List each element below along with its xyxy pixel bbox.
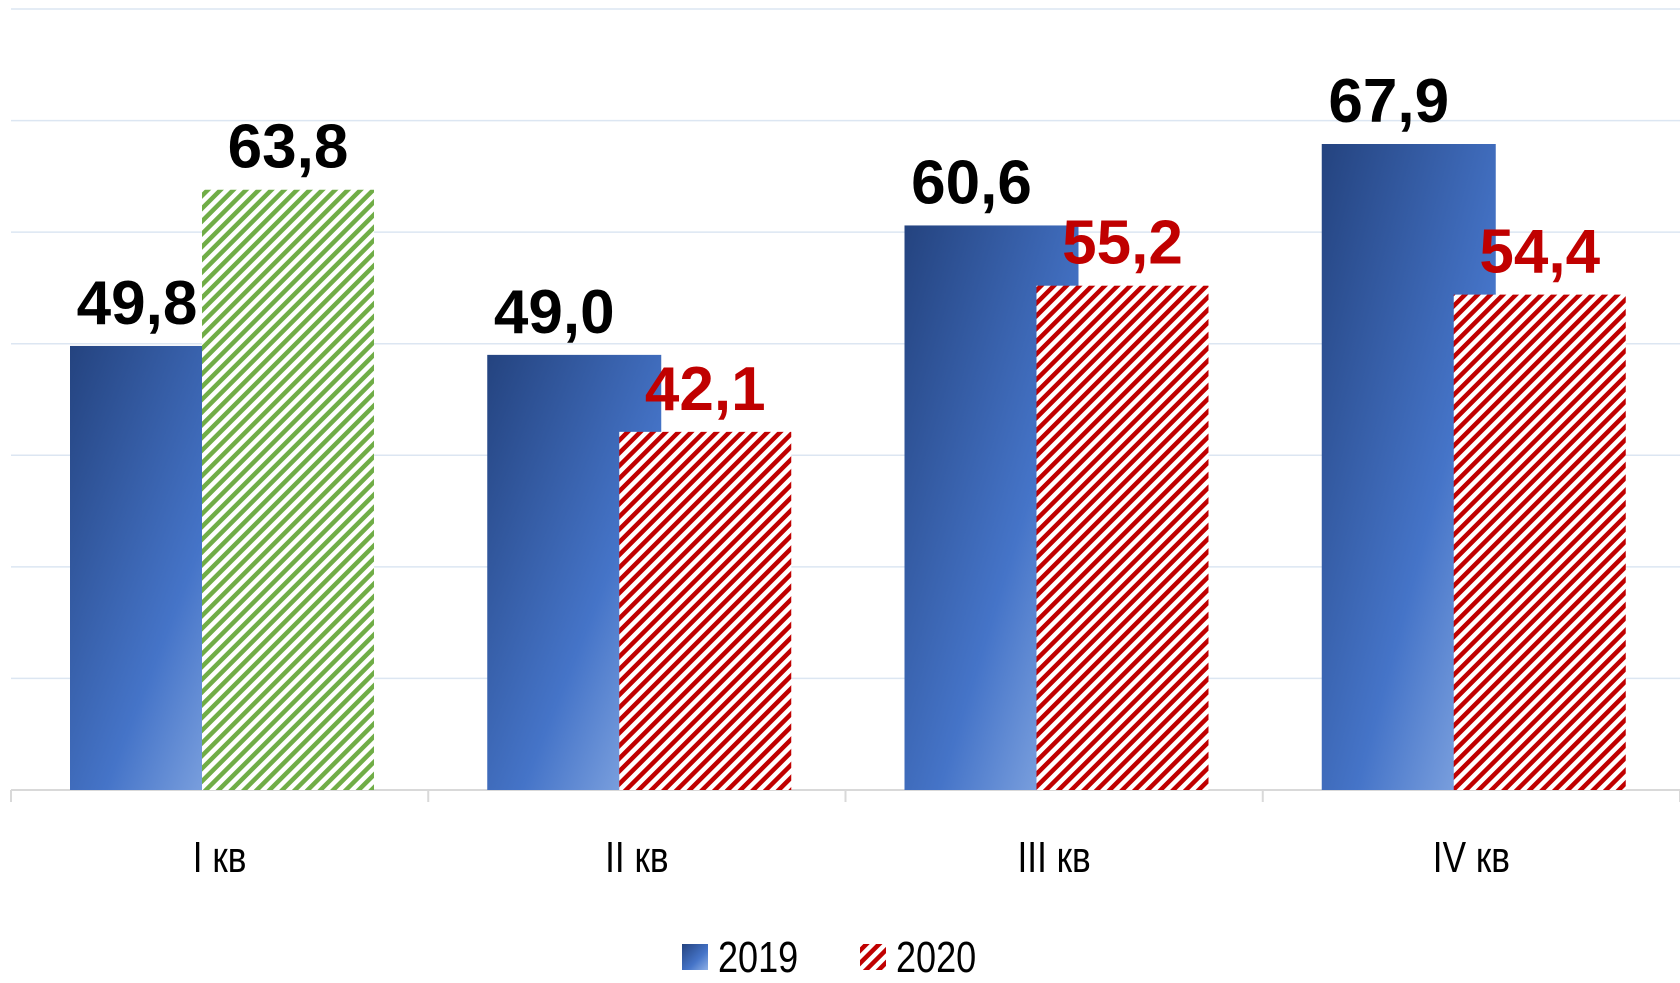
x-tick-label: III кв xyxy=(1018,833,1091,882)
data-label: 49,0 xyxy=(494,278,615,347)
x-tick-label: I кв xyxy=(193,833,247,882)
data-label: 63,8 xyxy=(228,113,349,182)
bar xyxy=(202,189,374,790)
data-label: 49,8 xyxy=(77,269,198,338)
legend-swatch xyxy=(682,944,708,970)
bar xyxy=(619,431,792,790)
legend-label: 2019 xyxy=(718,933,798,982)
x-tick-label: II кв xyxy=(605,833,668,882)
bar xyxy=(1036,285,1209,790)
bar xyxy=(1453,294,1626,790)
legend-label: 2020 xyxy=(896,933,976,982)
data-label: 67,9 xyxy=(1328,67,1449,136)
data-label: 60,6 xyxy=(911,148,1032,217)
x-tick-label: IV кв xyxy=(1433,833,1510,882)
data-label: 54,4 xyxy=(1479,218,1600,287)
data-label: 42,1 xyxy=(645,355,766,424)
legend-swatch xyxy=(860,944,886,970)
data-label: 55,2 xyxy=(1062,209,1183,278)
